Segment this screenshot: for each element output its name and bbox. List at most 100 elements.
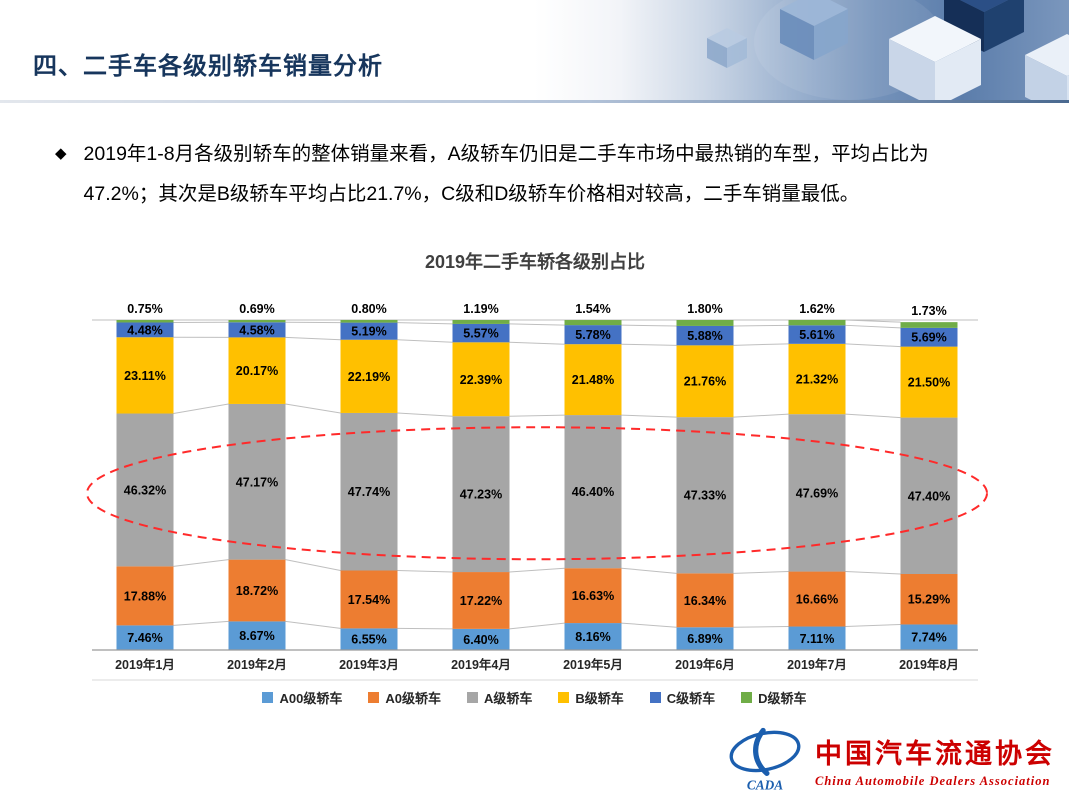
cada-emblem-icon: CADA [729, 727, 801, 793]
series-connector-line [285, 559, 341, 571]
legend-swatch-icon [649, 692, 661, 703]
bar-segment [452, 323, 510, 343]
bar-segment [900, 346, 958, 418]
data-label: 47.40% [908, 489, 950, 503]
series-connector-line [285, 620, 341, 629]
data-label: 18.72% [236, 584, 278, 598]
series-connector-line [845, 413, 901, 419]
logo-abbr: CADA [747, 778, 783, 793]
bar-segment [900, 624, 958, 650]
data-label: 20.17% [236, 364, 278, 378]
category-label: 2019年5月 [563, 657, 623, 672]
category-label: 2019年4月 [451, 657, 511, 672]
legend-label: A级轿车 [483, 691, 533, 706]
bar-segment [676, 320, 734, 326]
data-label: 6.55% [351, 633, 386, 647]
bar-segment [340, 339, 398, 413]
bar-segment [900, 322, 958, 328]
data-label: 5.61% [799, 328, 834, 342]
bar-segment [452, 320, 510, 324]
series-connector-line [733, 324, 789, 327]
series-connector-line [845, 319, 901, 323]
bar-segment [228, 337, 286, 404]
series-connector-line [509, 414, 565, 417]
legend-label: A0级轿车 [385, 691, 441, 706]
stacked-bar-chart: 7.46% 8.67% 6.55% 6.40% 8.16% 6.89% 7.11% 7.74%… [80, 278, 990, 690]
legend-swatch-icon [466, 692, 478, 703]
legend-label: B级轿车 [575, 691, 624, 706]
series-connector-line [173, 403, 229, 415]
data-label: 5.57% [463, 327, 498, 341]
bar-segment [340, 322, 398, 340]
series-connector-line [733, 571, 789, 574]
legend-item: A00级轿车 [262, 688, 342, 707]
bar-segment [676, 573, 734, 628]
data-label: 6.40% [463, 633, 498, 647]
logo-text-cn: 中国汽车流通协会 [815, 738, 1055, 769]
legend-swatch-icon [262, 692, 274, 703]
series-connector-line [397, 412, 453, 417]
data-label: 4.58% [239, 323, 274, 337]
legend-item: A0级轿车 [368, 688, 441, 707]
cada-logo: CADA 中国汽车流通协会 China Automobile Dealers A… [725, 726, 1055, 794]
category-label: 2019年2月 [227, 657, 287, 672]
data-label: 21.76% [684, 375, 726, 389]
series-connector-line [397, 339, 453, 343]
series-connector-line [733, 413, 789, 418]
series-connector-line [621, 622, 677, 628]
series-connector-line [285, 403, 341, 414]
data-label: 47.74% [348, 485, 390, 499]
series-connector-line [733, 343, 789, 346]
data-label: 7.46% [127, 631, 162, 645]
header-band: 四、二手车各级别轿车销量分析 [0, 0, 1069, 100]
data-label: 8.16% [575, 630, 610, 644]
bar-segment [788, 325, 846, 344]
bar-segment [452, 628, 510, 650]
legend-label: C级轿车 [666, 691, 716, 706]
data-label: 47.69% [796, 486, 838, 500]
bar-segment [228, 403, 286, 560]
bar-segment [116, 625, 174, 650]
bar-segment [340, 412, 398, 571]
bar-segment [676, 417, 734, 574]
diamond-bullet-icon: ◆ [55, 145, 67, 162]
data-label: 1.80% [687, 302, 722, 316]
bar-segment [788, 571, 846, 627]
data-label: 5.88% [687, 329, 722, 343]
data-label: 16.63% [572, 589, 614, 603]
category-label: 2019年6月 [675, 657, 735, 672]
intro-text: 2019年1-8月各级别轿车的整体销量来看，A级轿车仍旧是二手车市场中最热销的车… [84, 134, 929, 214]
data-label: 47.23% [460, 488, 502, 502]
bar-segment [116, 566, 174, 626]
series-connector-line [845, 571, 901, 575]
bar-segment [116, 322, 174, 338]
data-label: 17.54% [348, 593, 390, 607]
series-connector-line [509, 341, 565, 345]
bar-segment [564, 344, 622, 416]
data-label: 0.75% [127, 302, 162, 316]
series-connector-line [173, 559, 229, 567]
bar-segment [340, 628, 398, 650]
category-label: 2019年3月 [339, 657, 399, 672]
data-label: 21.50% [908, 376, 950, 390]
data-label: 46.32% [124, 483, 166, 497]
series-connector-line [733, 626, 789, 628]
series-connector-line [845, 623, 901, 628]
bar-segment [900, 574, 958, 625]
data-label: 1.73% [911, 304, 946, 318]
bar-segment [676, 627, 734, 650]
series-connector-line [845, 343, 901, 348]
series-connector-line [397, 570, 453, 573]
intro-line-2: 47.2%；其次是B级轿车平均占比21.7%，C级和D级轿车价格相对较高，二手车… [83, 183, 860, 205]
page-title: 四、二手车各级别轿车销量分析 [33, 53, 383, 80]
bar-segment [340, 570, 398, 629]
bar-segment [564, 325, 622, 345]
data-label: 1.54% [575, 302, 610, 316]
data-label: 21.32% [796, 373, 838, 387]
bar-segment [788, 343, 846, 415]
data-label: 8.67% [239, 629, 274, 643]
data-label: 17.88% [124, 589, 166, 603]
legend-swatch-icon [741, 692, 753, 703]
header-divider [0, 100, 1069, 103]
chart-canvas: 7.46% 8.67% 6.55% 6.40% 8.16% 6.89% 7.11% 7.74%… [86, 302, 988, 681]
